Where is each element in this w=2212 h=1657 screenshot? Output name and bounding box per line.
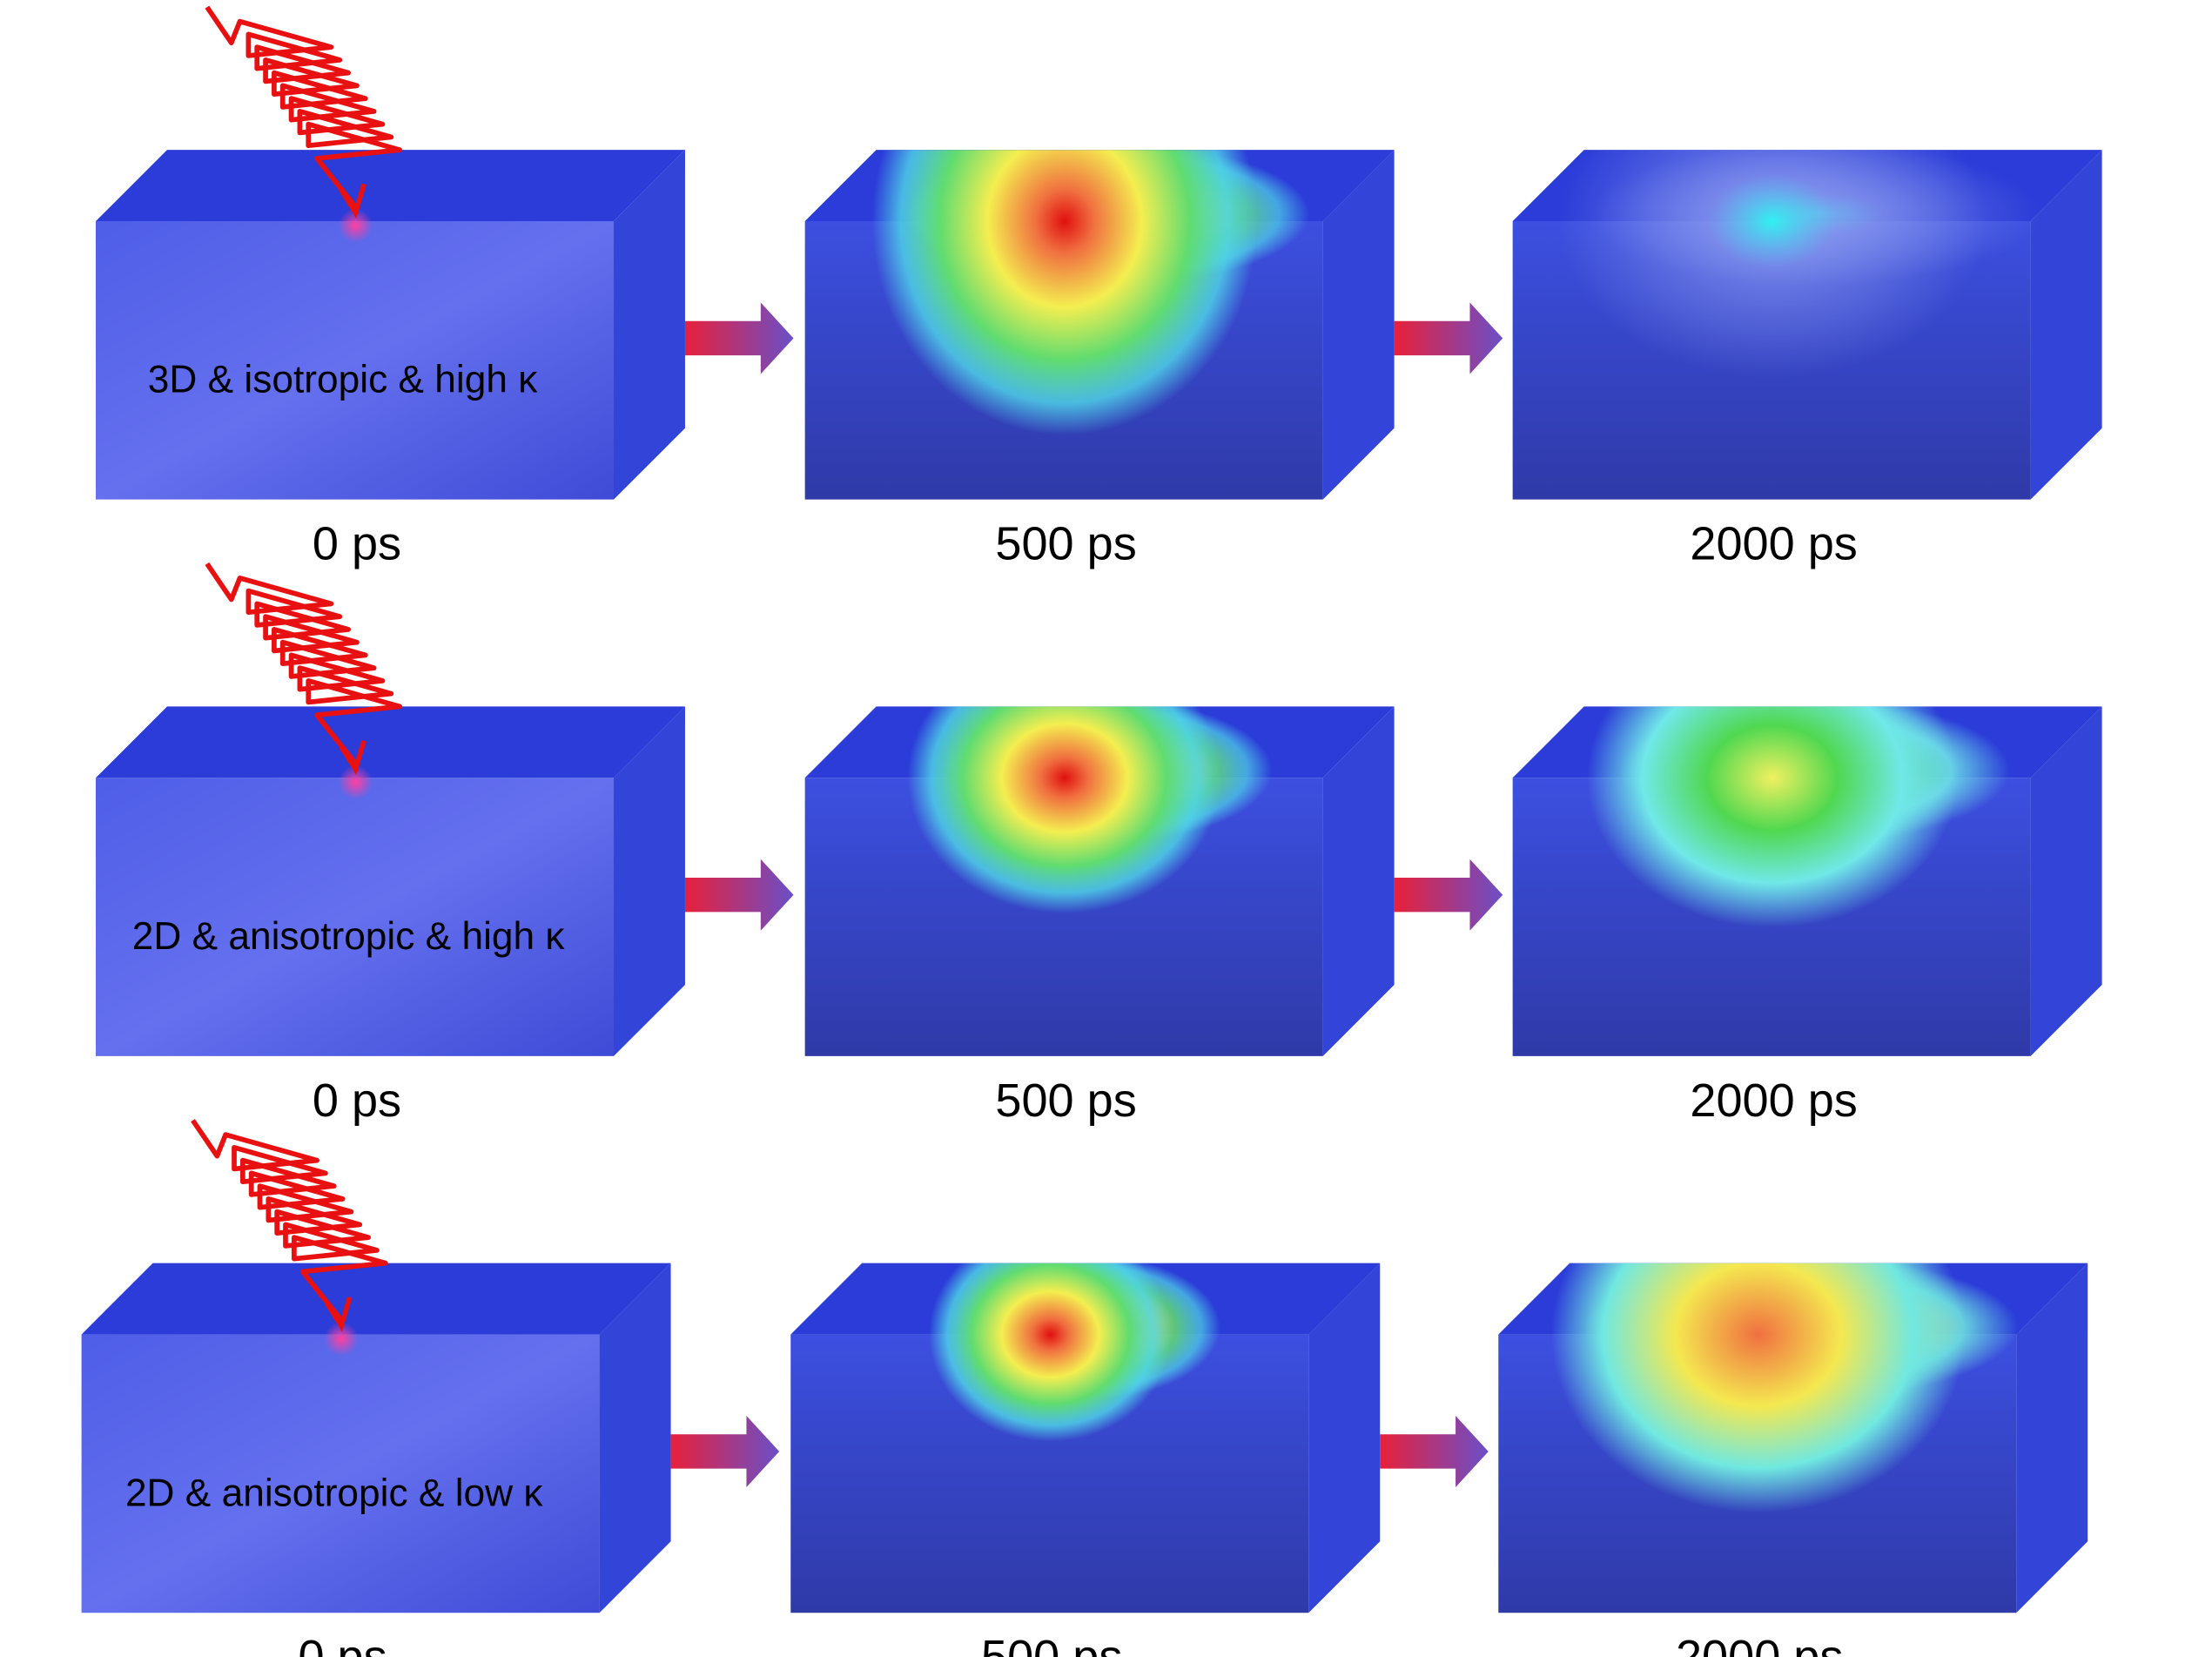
heat-group: [929, 1263, 1221, 1442]
side-face: [1322, 150, 1395, 500]
transition-arrow: [684, 859, 794, 931]
block-panel: 2000 ps: [1512, 150, 2102, 570]
laser-arrowhead: [339, 739, 366, 776]
heat-blob: [1558, 150, 1987, 379]
block-panel: 500 ps: [804, 706, 1503, 1127]
heat-blob: [1550, 1263, 1966, 1513]
top-face: [81, 1263, 671, 1335]
time-label: 0 ps: [313, 518, 401, 570]
transition-arrow: [1380, 1415, 1489, 1487]
time-label: 2000 ps: [1690, 1074, 1857, 1127]
transition-arrow: [670, 1415, 780, 1487]
side-face: [614, 706, 685, 1056]
laser-arrowhead: [325, 1297, 353, 1332]
block-panel: 500 ps: [790, 1263, 1489, 1657]
side-face: [2016, 1263, 2088, 1613]
laser-pulse: [191, 1119, 388, 1322]
heat-group: [907, 706, 1273, 914]
heat-blob: [1586, 706, 1959, 928]
row-label: 3D & isotropic & high κ: [148, 359, 538, 401]
time-label: 500 ps: [981, 1631, 1122, 1657]
heat-group: [1586, 706, 2010, 928]
block-panel: 2D & anisotropic & low κ 0 ps: [81, 1119, 780, 1657]
transition-arrow: [684, 302, 794, 374]
time-label: 500 ps: [995, 1074, 1136, 1127]
front-face: [96, 778, 615, 1056]
side-face: [2030, 706, 2102, 1056]
front-face: [790, 1334, 1309, 1613]
laser-pulse: [205, 562, 403, 765]
time-label: 0 ps: [298, 1631, 387, 1657]
time-label: 0 ps: [313, 1074, 401, 1127]
heat-group: [1550, 1263, 2019, 1513]
heat-group: [1558, 150, 2041, 379]
time-label: 2000 ps: [1676, 1631, 1843, 1657]
block-panel: 500 ps: [804, 150, 1503, 570]
transition-arrow: [1394, 302, 1503, 374]
laser-spot: [338, 208, 373, 243]
laser-arrowhead: [339, 183, 366, 219]
row-label: 2D & anisotropic & high κ: [132, 915, 566, 958]
row-label: 2D & anisotropic & low κ: [125, 1472, 543, 1514]
side-face: [2030, 150, 2102, 500]
block-panel: 2000 ps: [1512, 706, 2102, 1127]
heat-group: [871, 150, 1310, 435]
block-panel: 2D & anisotropic & high κ 0 ps: [96, 562, 794, 1127]
side-face: [1322, 706, 1395, 1056]
laser-spot: [338, 765, 373, 799]
side-face: [1308, 1263, 1381, 1613]
block-panel: 3D & isotropic & high κ 0 ps: [96, 5, 794, 570]
front-face: [96, 221, 615, 500]
top-face: [96, 706, 685, 778]
laser-spot: [324, 1321, 359, 1357]
time-label: 2000 ps: [1690, 518, 1857, 570]
heat-blob: [929, 1263, 1172, 1442]
heat-blob: [907, 706, 1222, 914]
top-face: [96, 150, 685, 222]
block-panel: 2000 ps: [1498, 1263, 2088, 1657]
heat-blob: [871, 150, 1258, 435]
transition-arrow: [1394, 859, 1503, 931]
side-face: [599, 1263, 671, 1613]
front-face: [81, 1334, 600, 1613]
side-face: [614, 150, 685, 500]
time-label: 500 ps: [995, 518, 1136, 570]
laser-pulse: [205, 5, 403, 209]
